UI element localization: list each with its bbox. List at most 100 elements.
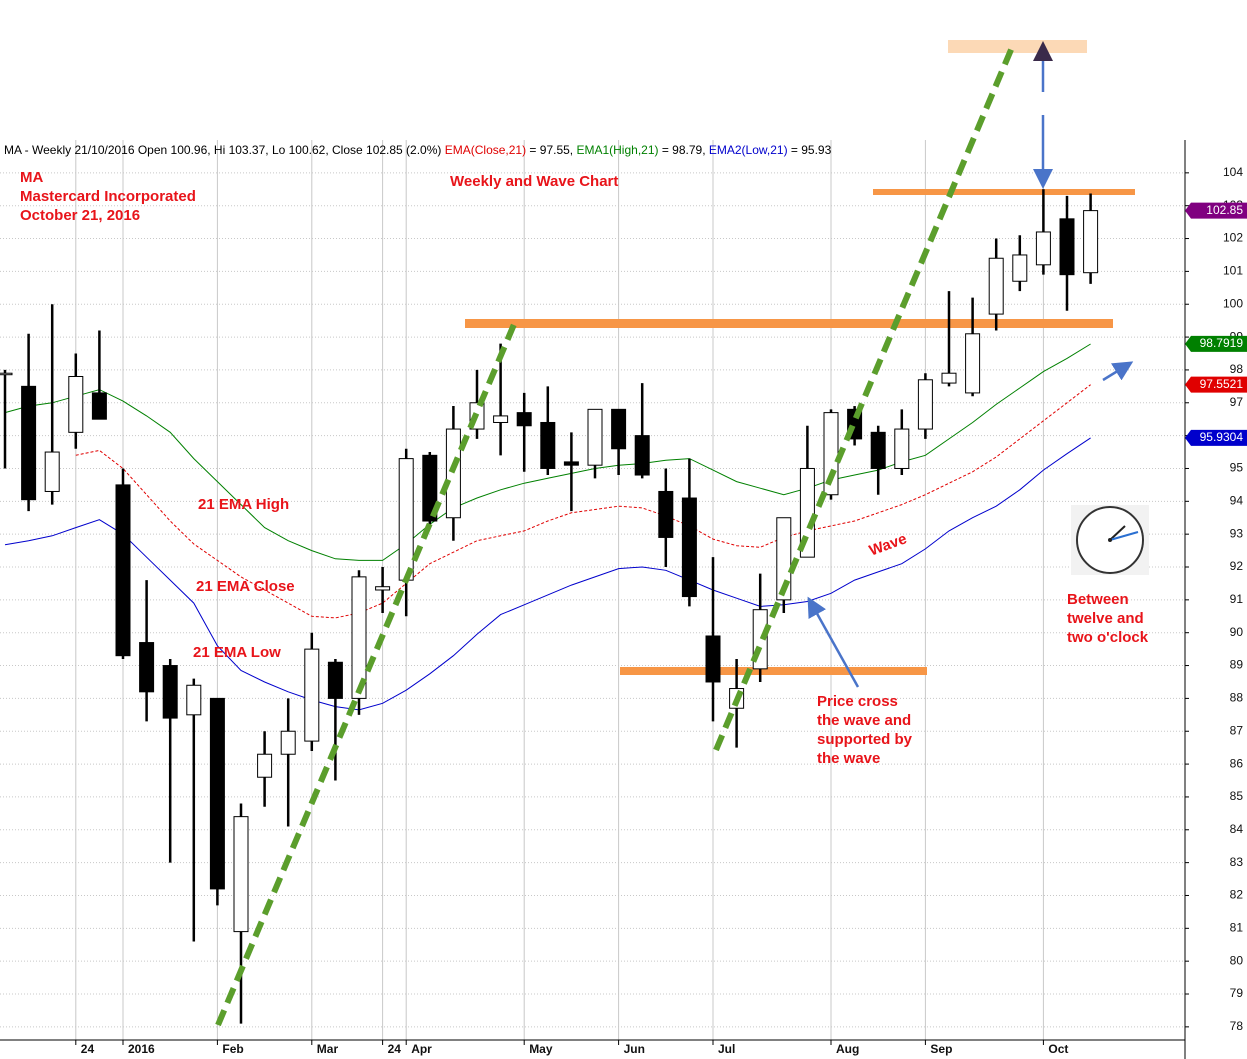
candle-body (611, 408, 627, 450)
candle-body (1059, 218, 1075, 276)
header-part: EMA(Close,21) (445, 143, 526, 157)
candle-body (233, 816, 249, 933)
header-part: EMA2(Low,21) (709, 143, 788, 157)
candle-body (705, 635, 721, 683)
price-tag (1185, 429, 1247, 446)
header-part: = 98.79, (659, 143, 709, 157)
y-tick-label: 95 (1230, 461, 1244, 475)
annotation: supported by (817, 731, 913, 748)
annotation: two o'clock (1067, 629, 1149, 646)
y-tick-label: 93 (1230, 526, 1244, 540)
candle-body (1035, 231, 1051, 266)
title-line: MA (20, 169, 43, 186)
header-part: = 95.93 (788, 143, 832, 157)
x-tick-label: Sep (930, 1042, 952, 1056)
candle-body (257, 753, 273, 778)
price-tag (1185, 376, 1247, 393)
candle-body (516, 412, 532, 427)
header: MA - Weekly 21/10/2016 Open 100.96, Hi 1… (4, 143, 832, 157)
candle-body (917, 379, 933, 430)
candle-body (563, 461, 579, 466)
annotation: Wave (867, 530, 909, 559)
candle-body (351, 576, 367, 699)
arrow (807, 596, 860, 688)
x-tick-label: May (529, 1042, 553, 1056)
y-tick-label: 91 (1230, 592, 1244, 606)
header-part: = 97.55, (526, 143, 576, 157)
candle-body (162, 665, 178, 719)
y-tick-label: 83 (1230, 855, 1244, 869)
y-tick-label: 84 (1230, 822, 1244, 836)
level-line (465, 319, 1113, 328)
candle-body (988, 257, 1004, 315)
candle-body (21, 385, 37, 501)
y-tick-label: 100 (1223, 296, 1243, 310)
y-tick-label: 81 (1230, 920, 1244, 934)
y-tick-label: 87 (1230, 723, 1244, 737)
annotation: 21 EMA Low (193, 644, 281, 661)
candle-body (681, 497, 697, 598)
candle-body (634, 435, 650, 476)
candle-body (658, 490, 674, 538)
annotation: twelve and (1067, 610, 1144, 627)
y-tick-label: 101 (1223, 264, 1243, 278)
clock-icon (1071, 505, 1149, 575)
x-tick-label: 24 (81, 1042, 95, 1056)
header-part: EMA1(High,21) (576, 143, 658, 157)
candle-body (776, 517, 792, 601)
y-tick-label: 97 (1230, 395, 1244, 409)
candle-body (965, 333, 981, 394)
price-tag (1185, 335, 1247, 352)
subtitle: Weekly and Wave Chart (450, 173, 618, 190)
candle-body (186, 684, 202, 716)
candle-body (44, 451, 60, 492)
annotation: the wave and (817, 712, 911, 729)
price-tag-label: 97.5521 (1200, 377, 1244, 391)
candle-body (375, 586, 391, 591)
y-tick-label: 85 (1230, 789, 1244, 803)
arrow (1102, 361, 1134, 382)
y-tick-label: 102 (1223, 231, 1243, 245)
price-tag-label: 102.85 (1206, 203, 1243, 217)
wave-line (713, 43, 1016, 752)
candle-body (209, 697, 225, 890)
level-line (873, 189, 1135, 195)
x-tick-label: Aug (836, 1042, 859, 1056)
ema-line (4, 343, 1091, 561)
price-tag-label: 98.7919 (1200, 336, 1244, 350)
price-tag (1185, 202, 1247, 219)
y-tick-label: 94 (1230, 493, 1244, 507)
candle-body (493, 415, 509, 423)
y-tick-label: 88 (1230, 691, 1244, 705)
y-tick-label: 82 (1230, 888, 1244, 902)
x-tick-label: Mar (317, 1042, 339, 1056)
candle-body (445, 428, 461, 519)
title-line: Mastercard Incorporated (20, 188, 196, 205)
x-tick-label: Apr (411, 1042, 432, 1056)
ema-line (4, 437, 1091, 711)
x-tick-label: 24 (388, 1042, 402, 1056)
candle-body (91, 392, 107, 420)
title-line: October 21, 2016 (20, 207, 140, 224)
candle-body (327, 661, 343, 699)
y-tick-label: 86 (1230, 756, 1244, 770)
x-tick-label: 2016 (128, 1042, 155, 1056)
target-band (948, 40, 1087, 53)
annotation: the wave (817, 750, 880, 767)
candle-body (139, 642, 155, 693)
x-tick-label: Oct (1048, 1042, 1068, 1056)
annotation: 21 EMA Close (196, 578, 295, 595)
candle-body (941, 372, 957, 384)
candle-body (587, 408, 603, 466)
y-tick-label: 80 (1230, 953, 1244, 967)
candle-body (68, 375, 84, 433)
y-tick-label: 104 (1223, 165, 1243, 179)
candle-body (1012, 254, 1028, 282)
candle-body (1083, 210, 1099, 274)
header-part: MA - Weekly 21/10/2016 Open 100.96, Hi 1… (4, 143, 445, 157)
annotation: Between (1067, 591, 1129, 608)
y-tick-label: 98 (1230, 362, 1244, 376)
candle-body (870, 431, 886, 469)
y-tick-label: 89 (1230, 658, 1244, 672)
